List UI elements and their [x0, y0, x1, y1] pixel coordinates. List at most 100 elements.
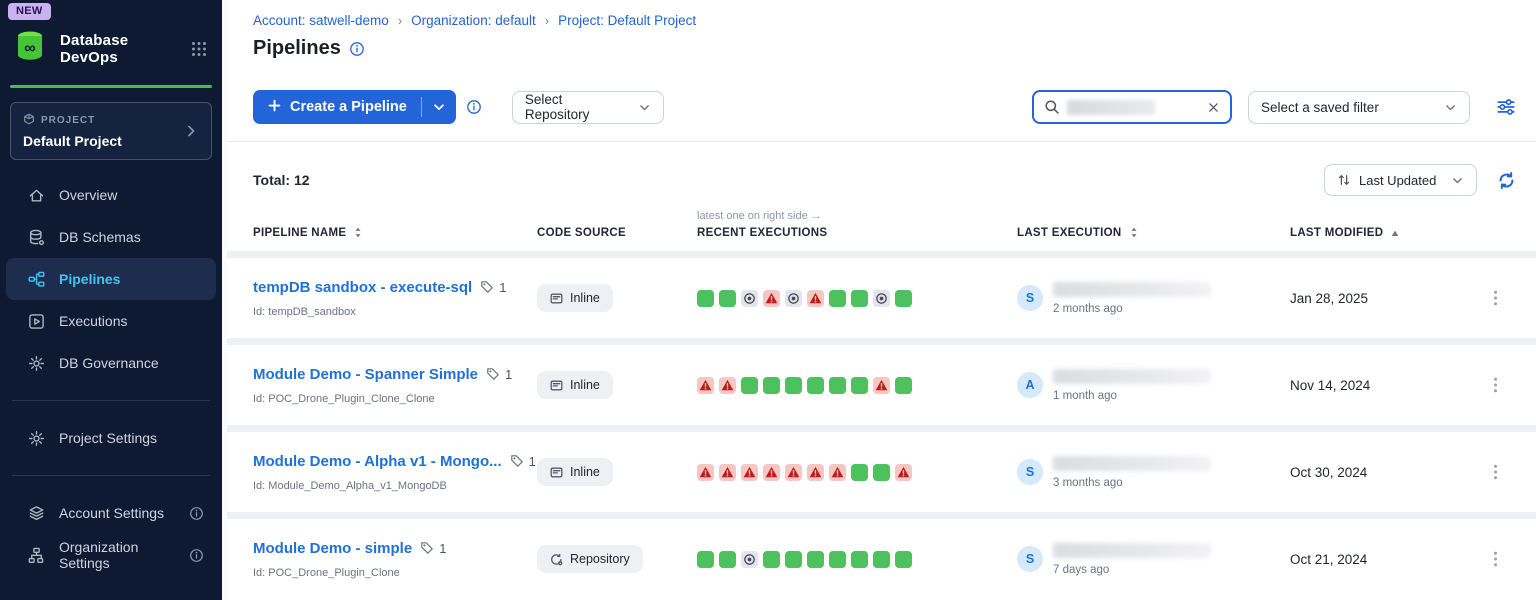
execution-status-failed[interactable] — [829, 463, 846, 481]
execution-status-success[interactable] — [741, 376, 758, 394]
repository-dropdown[interactable]: Select Repository — [511, 90, 664, 124]
execution-status-skipped[interactable] — [785, 289, 802, 307]
sidebar-item-overview[interactable]: Overview — [6, 174, 216, 216]
execution-status-success[interactable] — [763, 550, 780, 568]
table-row[interactable]: tempDB sandbox - execute-sql 1 Id: tempD… — [227, 258, 1536, 338]
total-count: Total: 12 — [253, 172, 310, 188]
execution-status-success[interactable] — [719, 289, 736, 307]
sidebar-item-db-governance[interactable]: DB Governance — [6, 342, 216, 384]
execution-status-failed[interactable] — [785, 463, 802, 481]
execution-status-failed[interactable] — [741, 463, 758, 481]
execution-status-success[interactable] — [873, 463, 890, 481]
breadcrumb-link-project-default-project[interactable]: Project: Default Project — [558, 13, 697, 28]
pipeline-id: Id: tempDB_sandbox — [253, 305, 356, 318]
execution-status-success[interactable] — [873, 550, 890, 568]
execution-status-success[interactable] — [697, 550, 714, 568]
table-row[interactable]: Module Demo - simple 1 Id: POC_Drone_Plu… — [227, 519, 1536, 599]
info-icon[interactable] — [189, 548, 204, 563]
sidebar-item-account-settings[interactable]: Account Settings — [6, 492, 216, 534]
execution-status-failed[interactable] — [719, 376, 736, 394]
execution-status-success[interactable] — [851, 550, 868, 568]
create-pipeline-dropdown-button[interactable] — [422, 90, 456, 124]
user-avatar[interactable]: S — [1017, 285, 1043, 311]
sort-arrows-icon — [1337, 173, 1351, 187]
pipeline-name-link[interactable]: Module Demo - simple — [253, 539, 413, 557]
pipeline-name-link[interactable]: Module Demo - Alpha v1 - Mongo... — [253, 452, 502, 470]
execution-status-success[interactable] — [829, 550, 846, 568]
execution-status-success[interactable] — [763, 376, 780, 394]
user-avatar[interactable]: A — [1017, 372, 1043, 398]
breadcrumb-link-account-satwell-demo[interactable]: Account: satwell-demo — [253, 13, 389, 28]
governance-icon — [28, 355, 45, 372]
execution-status-failed[interactable] — [807, 289, 824, 307]
execution-status-success[interactable] — [697, 289, 714, 307]
sort-asc-icon[interactable] — [1390, 229, 1400, 238]
more-actions-button[interactable] — [1489, 286, 1502, 310]
more-actions-button[interactable] — [1489, 373, 1502, 397]
execution-status-success[interactable] — [895, 289, 912, 307]
create-pipeline-button[interactable]: Create a Pipeline — [253, 90, 456, 124]
execution-status-success[interactable] — [807, 376, 824, 394]
last-execution-time: 7 days ago — [1053, 563, 1110, 576]
search-input[interactable] — [1032, 90, 1232, 124]
sidebar-divider — [12, 475, 210, 476]
table-row[interactable]: Module Demo - Alpha v1 - Mongo... 1 Id: … — [227, 432, 1536, 512]
execution-status-success[interactable] — [851, 463, 868, 481]
user-avatar[interactable]: S — [1017, 459, 1043, 485]
column-last-modified: LAST MODIFIED — [1290, 227, 1474, 239]
execution-status-success[interactable] — [895, 550, 912, 568]
sort-both-icon[interactable] — [353, 226, 363, 239]
tag-icon — [486, 367, 500, 381]
execution-status-success[interactable] — [829, 376, 846, 394]
execution-status-failed[interactable] — [763, 463, 780, 481]
sidebar-item-pipelines[interactable]: Pipelines — [6, 258, 216, 300]
execution-status-failed[interactable] — [719, 463, 736, 481]
sidebar-scrollbar[interactable] — [222, 0, 227, 600]
project-selector[interactable]: PROJECT Default Project — [10, 102, 212, 160]
app-grid-icon[interactable] — [190, 40, 208, 58]
refresh-icon[interactable] — [1497, 171, 1516, 190]
more-actions-button[interactable] — [1489, 460, 1502, 484]
title-info-icon[interactable] — [349, 41, 365, 57]
info-icon[interactable] — [189, 506, 204, 521]
execution-status-failed[interactable] — [895, 463, 912, 481]
execution-status-success[interactable] — [829, 289, 846, 307]
pipeline-name-link[interactable]: tempDB sandbox - execute-sql — [253, 278, 473, 296]
sidebar-item-executions[interactable]: Executions — [6, 300, 216, 342]
execution-status-failed[interactable] — [697, 463, 714, 481]
execution-status-skipped[interactable] — [741, 289, 758, 307]
project-name: Default Project — [23, 133, 122, 149]
execution-status-failed[interactable] — [873, 376, 890, 394]
sort-both-icon[interactable] — [1129, 226, 1139, 239]
execution-status-success[interactable] — [895, 376, 912, 394]
sidebar-item-organization-settings[interactable]: Organization Settings — [6, 534, 216, 576]
filter-settings-icon[interactable] — [1496, 97, 1516, 117]
execution-status-success[interactable] — [807, 550, 824, 568]
sidebar-item-project-settings[interactable]: Project Settings — [6, 417, 216, 459]
execution-status-success[interactable] — [785, 376, 802, 394]
create-info-icon[interactable] — [466, 99, 482, 115]
sort-dropdown[interactable]: Last Updated — [1324, 164, 1477, 196]
saved-filter-dropdown[interactable]: Select a saved filter — [1248, 90, 1470, 124]
sidebar-item-db-schemas[interactable]: DB Schemas — [6, 216, 216, 258]
pipeline-name-link[interactable]: Module Demo - Spanner Simple — [253, 365, 479, 383]
search-clear-icon[interactable] — [1207, 101, 1220, 114]
execution-status-skipped[interactable] — [873, 289, 890, 307]
execution-status-success[interactable] — [851, 289, 868, 307]
execution-status-skipped[interactable] — [741, 550, 758, 568]
home-icon — [28, 187, 45, 204]
execution-status-failed[interactable] — [697, 376, 714, 394]
execution-status-success[interactable] — [785, 550, 802, 568]
execution-status-failed[interactable] — [763, 289, 780, 307]
breadcrumb-link-organization-default[interactable]: Organization: default — [411, 13, 536, 28]
execution-status-failed[interactable] — [807, 463, 824, 481]
column-pipeline-name: PIPELINE NAME — [253, 226, 537, 239]
chevron-down-icon — [1444, 101, 1457, 114]
execution-status-success[interactable] — [719, 550, 736, 568]
breadcrumb: Account: satwell-demo › Organization: defa… — [253, 13, 1516, 28]
user-avatar[interactable]: S — [1017, 546, 1043, 572]
execution-status-success[interactable] — [851, 376, 868, 394]
more-actions-button[interactable] — [1489, 547, 1502, 571]
table-row[interactable]: Module Demo - Spanner Simple 1 Id: POC_D… — [227, 345, 1536, 425]
